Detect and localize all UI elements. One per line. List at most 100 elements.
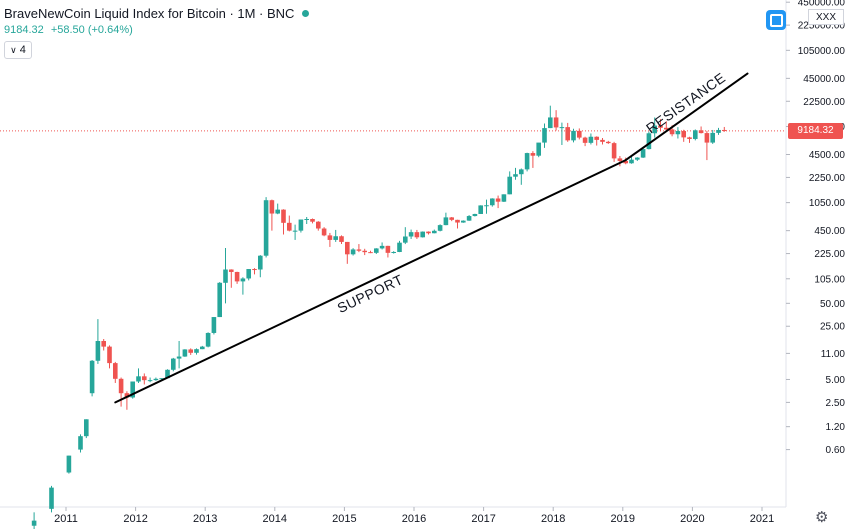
candle-body [553,117,559,128]
candle-body [95,340,101,361]
currency-button[interactable]: XXX [808,9,844,25]
y-tick-label: 5.00 [826,375,846,386]
candle-body [594,136,599,140]
last-price-tag: 9184.32 [788,122,843,139]
chart-control-icon [769,13,783,27]
candle-body [368,252,373,254]
candle-body [426,231,431,234]
y-tick-label: 4500.00 [809,150,846,161]
candle-body [461,220,466,223]
candle-body [420,231,425,238]
candle-body [606,141,611,144]
candle-body [716,129,721,133]
x-tick-label: 2017 [471,513,495,525]
candle-body [217,282,222,318]
candle-body [171,358,176,370]
y-tick-label: 450.00 [814,226,845,237]
y-tick-label: 2250.00 [809,173,846,184]
symbol-title-row[interactable]: BraveNewCoin Liquid Index for Bitcoin · … [4,6,310,21]
candle-body [153,378,159,381]
candle-body [519,169,524,175]
candle-body [194,349,199,353]
indicators-toggle[interactable]: ∨ 4 [4,41,32,59]
candle-body [542,128,547,143]
candle-body [565,127,570,141]
candle-body [229,269,234,272]
candle-body [176,356,182,359]
candle-body [292,230,298,232]
resistance-label: RESISTANCE [643,69,728,136]
y-tick-label: 105.00 [814,274,845,285]
x-tick-label: 2014 [263,513,287,525]
candle-body [327,235,333,240]
candle-body [443,217,449,226]
candle-body [356,249,362,251]
candle-body [240,278,246,282]
y-tick-label: 105000.00 [798,46,846,57]
candle-body [379,245,385,249]
candle-body [101,340,106,347]
symbol-title: BraveNewCoin Liquid Index for Bitcoin · … [4,6,295,21]
y-tick-label: 225000.00 [798,21,846,32]
candle-body [478,205,483,214]
price-row: 9184.32 +58.50 (+0.64%) [4,24,309,36]
candle-body [159,378,164,380]
x-tick-label: 2012 [123,513,147,525]
chevron-down-icon: ∨ [10,44,17,55]
candle-body [321,228,327,236]
x-tick-label: 2016 [402,513,426,525]
indicator-count: 4 [19,44,26,56]
candle-body [211,317,217,333]
candle-body [704,133,710,143]
candle-body [124,393,130,398]
candle-body [258,255,263,270]
candle-body [391,251,396,253]
y-tick-label: 450000.00 [798,0,846,9]
x-tick-label: 2018 [541,513,565,525]
y-tick-label: 50.00 [820,299,845,310]
candle-body [310,219,315,222]
candle-body [385,245,391,253]
candle-body [304,219,309,221]
candle-body [223,269,228,283]
candle-body [577,130,582,138]
candle-body [582,137,588,143]
candle-body [559,127,565,129]
price-change: +58.50 (+0.64%) [50,24,133,36]
x-tick-label: 2019 [611,513,635,525]
resistance-trendline [624,72,749,162]
y-tick-label: 11.00 [821,349,846,360]
gear-icon[interactable]: ⚙ [815,509,829,526]
candle-body [78,436,83,450]
candle-body [403,236,408,243]
y-tick-label: 25.00 [820,322,845,333]
candle-body [652,125,657,134]
candle-body [524,153,530,170]
candle-body [681,131,686,138]
candle-body [472,213,478,217]
candle-body [165,369,170,379]
candle-body [466,216,472,221]
x-tick-label: 2015 [332,513,356,525]
candle-body [693,130,698,139]
candle-body [142,376,147,381]
candle-body [635,157,640,160]
y-tick-label: 0.60 [826,445,846,456]
candle-body [432,230,437,234]
candle-body [374,248,379,253]
chart-control-button[interactable] [766,10,786,30]
candle-body [397,242,402,252]
candle-body [710,132,715,143]
y-tick-label: 225.00 [814,249,845,260]
candle-body [490,198,495,206]
candle-body [484,205,489,207]
candle-body [200,346,205,350]
candle-body [130,381,135,398]
candle-body [449,217,454,220]
candle-body [611,143,617,159]
candle-body [623,160,628,164]
candle-body [698,130,704,134]
candle-body [31,520,37,526]
candle-body [646,133,652,150]
